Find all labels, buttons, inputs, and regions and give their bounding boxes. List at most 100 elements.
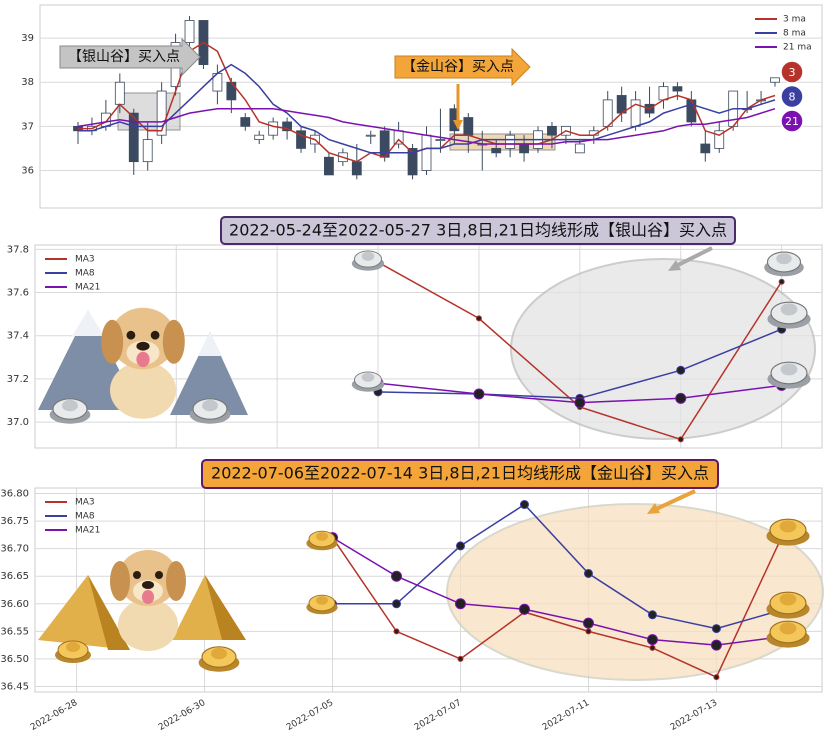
candle-body — [714, 130, 725, 149]
candle-body — [421, 134, 432, 171]
point-marker — [457, 655, 464, 662]
badge-label: 3 — [789, 66, 796, 79]
legend-label: MA8 — [75, 269, 95, 279]
candle-body — [463, 117, 474, 136]
candle-body — [700, 143, 711, 154]
candle-body — [686, 99, 697, 123]
candle-body — [407, 148, 418, 176]
title-box — [201, 459, 719, 489]
gold-dog-illustration — [38, 550, 246, 673]
point-marker — [393, 628, 400, 635]
y-tick-label: 37.6 — [7, 288, 29, 299]
pointer-arrow-head — [647, 503, 660, 514]
point-marker — [574, 397, 586, 409]
annotation: 【金山谷】买入点 — [402, 59, 514, 75]
legend-label: MA3 — [75, 255, 95, 265]
pointer-arrow-head — [668, 260, 681, 271]
point-marker — [473, 388, 485, 400]
point-marker — [710, 639, 722, 651]
candle-body — [547, 125, 557, 136]
point-marker — [455, 541, 465, 551]
data-layer: 3 ma 3 8 ma 8 21 ma 21 MA3 MA8 MA21 MA3 MA8 MA21 — [45, 15, 812, 681]
x-tick-label: 2022-06-28 — [29, 698, 80, 733]
badge-label: 8 — [789, 91, 796, 104]
y-tick-label: 37.0 — [7, 417, 29, 428]
badge — [780, 109, 804, 133]
chart-title: 2022-07-06至2022-07-14 3日,8日,21日均线形成【金山谷】… — [211, 464, 709, 483]
badge-label: 21 — [785, 115, 799, 128]
highlight-ellipse — [510, 258, 816, 440]
point-marker — [454, 598, 466, 610]
candle-body — [658, 86, 669, 101]
candle-body — [128, 112, 139, 163]
candle-body — [770, 77, 780, 83]
point-marker — [778, 278, 785, 285]
legend-label: MA21 — [75, 283, 100, 293]
candle-body — [324, 156, 334, 176]
candle-body — [156, 90, 167, 136]
annotation: 【银山谷】买入点 — [68, 49, 180, 65]
chart-title: 2022-05-24至2022-05-27 3日,8日,21日均线形成【银山谷】… — [229, 221, 727, 240]
legend-label: MA3 — [75, 498, 95, 508]
x-tick-label: 2022-07-07 — [413, 698, 463, 733]
point-marker — [677, 436, 684, 443]
legend-label: MA8 — [75, 512, 95, 522]
point-marker — [585, 628, 592, 635]
ma-line — [77, 107, 776, 145]
point-marker — [582, 617, 594, 629]
candle-body — [240, 117, 251, 127]
highlight-ellipse — [446, 503, 824, 681]
annotation-arrow — [59, 37, 201, 77]
y-tick-label: 36.55 — [0, 626, 29, 637]
candle-body — [296, 130, 306, 149]
point-marker — [676, 365, 686, 375]
ma-line — [331, 537, 782, 679]
legend-label: 3 ma — [783, 15, 806, 25]
candle-body — [574, 143, 585, 154]
candle-body — [254, 134, 265, 140]
y-tick-label: 37 — [21, 121, 34, 132]
candle-body — [435, 139, 446, 141]
point-marker — [713, 674, 720, 681]
pointer-head — [453, 120, 463, 130]
ma-line — [332, 536, 781, 646]
y-tick-label: 36.60 — [0, 599, 29, 610]
candle-body — [351, 161, 362, 176]
candle-body — [142, 139, 153, 163]
candle-body — [505, 134, 516, 149]
point-marker — [391, 570, 403, 582]
x-tick-label: 2022-06-30 — [157, 698, 208, 733]
point-marker — [675, 392, 687, 404]
pointer-arrow — [671, 246, 713, 270]
point-marker — [711, 624, 721, 634]
candle-body — [365, 134, 376, 137]
candle-body — [519, 143, 529, 154]
ma-line — [332, 503, 781, 630]
y-tick-label: 36.45 — [0, 681, 29, 692]
candle-body — [268, 121, 279, 136]
y-tick-label: 36.50 — [0, 654, 29, 665]
point-marker — [475, 315, 482, 322]
point-marker — [392, 599, 402, 609]
candle-body — [226, 81, 237, 101]
candle-body — [491, 148, 502, 154]
silver-dog-illustration — [38, 307, 248, 425]
candle-body — [114, 81, 125, 105]
point-marker — [519, 500, 529, 510]
annotation-arrow — [394, 47, 531, 87]
badge — [780, 84, 804, 109]
legend-label: 8 ma — [783, 29, 806, 39]
y-tick-label: 36.75 — [0, 516, 29, 527]
point-marker — [583, 568, 593, 578]
candle-body — [672, 86, 683, 92]
y-tick-label: 38 — [21, 77, 34, 88]
y-tick-label: 36.65 — [0, 571, 29, 582]
pointer-arrow — [651, 489, 696, 513]
title-box — [220, 216, 736, 245]
candle-body — [184, 20, 195, 43]
y-tick-label: 39 — [21, 33, 34, 44]
ma-line — [78, 63, 776, 154]
y-tick-label: 36 — [21, 165, 34, 176]
x-tick-label: 2022-07-11 — [541, 698, 591, 733]
